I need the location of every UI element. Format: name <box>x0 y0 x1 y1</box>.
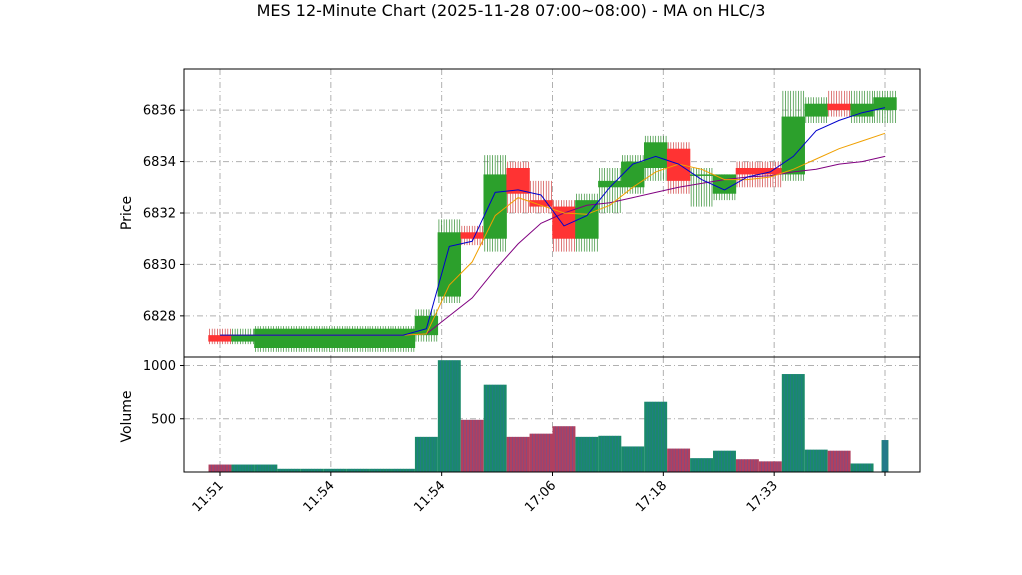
candle-body-5 <box>322 328 347 348</box>
candle-body-8 <box>391 328 416 348</box>
x-tick-label-4: 17:18 <box>633 478 670 515</box>
volume-bar-12 <box>483 384 507 472</box>
candle-body-13 <box>506 168 530 194</box>
volume-axis-label: Volume <box>119 390 135 442</box>
candle-body-11 <box>460 232 484 239</box>
volume-bar-22 <box>713 450 736 472</box>
volume-bar-4 <box>300 468 324 472</box>
candle-body-15 <box>552 206 576 239</box>
candle-wicks-21 <box>690 168 713 207</box>
x-tick-label-3: 17:06 <box>522 478 559 515</box>
price-ytick-label-4: 6836 <box>143 104 176 119</box>
candle-body-23 <box>735 168 760 175</box>
volume-bar-27 <box>827 450 851 472</box>
volume-ytick-label-1: 1000 <box>143 359 176 374</box>
volume-bar-19 <box>644 401 668 472</box>
price-ytick-label-3: 6834 <box>143 155 176 170</box>
candle-body-3 <box>277 328 301 348</box>
candle-body-24 <box>758 168 783 175</box>
volume-bar-23 <box>735 459 759 472</box>
candle-body-21 <box>689 174 714 176</box>
price-ytick-label-2: 6832 <box>143 207 176 222</box>
price-axis-label: Price <box>119 196 135 230</box>
volume-bar-26 <box>804 449 828 472</box>
x-tick-label-0: 11:51 <box>190 478 227 515</box>
candle-body-18 <box>621 161 645 188</box>
chart-title: MES 12-Minute Chart (2025-11-28 07:00~08… <box>256 1 766 20</box>
volume-bar-29 <box>881 440 889 472</box>
candle-body-14 <box>529 200 553 207</box>
candle-body-27 <box>827 103 851 111</box>
x-tick-label-2: 11:54 <box>411 478 448 515</box>
candle-body-22 <box>712 174 737 194</box>
candle-body-7 <box>368 328 393 348</box>
candle-body-6 <box>345 328 370 348</box>
candle-body-10 <box>437 232 462 297</box>
candle-wicks-14 <box>530 180 552 213</box>
candle-body-2 <box>254 328 278 348</box>
volume-bar-3 <box>277 468 301 472</box>
candle-wicks-27 <box>828 90 850 117</box>
volume-bar-6 <box>346 468 370 472</box>
candle-body-1 <box>231 335 255 342</box>
volume-bar-25 <box>781 374 805 472</box>
volume-bar-7 <box>369 468 392 472</box>
candles-group <box>208 90 897 352</box>
volume-bar-17 <box>598 435 622 472</box>
volume-bar-20 <box>667 448 691 472</box>
volume-bar-16 <box>575 436 599 472</box>
candle-body-9 <box>414 315 439 336</box>
candle-body-0 <box>208 335 232 342</box>
volume-bar-1 <box>231 464 255 472</box>
candle-body-16 <box>575 200 599 239</box>
volume-bar-8 <box>391 468 415 472</box>
candle-body-17 <box>598 180 622 188</box>
ma-fast-line <box>220 107 886 336</box>
volume-bar-15 <box>552 426 576 472</box>
volume-bar-24 <box>758 461 782 472</box>
volume-bar-9 <box>414 436 438 472</box>
volume-bar-13 <box>506 436 530 472</box>
volume-ytick-label-0: 500 <box>151 412 176 427</box>
volume-bar-5 <box>323 468 347 472</box>
candle-body-26 <box>804 103 828 117</box>
volume-bar-2 <box>254 464 278 472</box>
volume-bar-11 <box>460 419 484 472</box>
candle-body-28 <box>850 103 874 117</box>
volume-bar-18 <box>621 446 645 472</box>
price-ytick-label-0: 6828 <box>143 309 176 324</box>
volume-bar-14 <box>529 433 553 472</box>
candle-body-19 <box>643 142 668 168</box>
x-tick-label-5: 17:33 <box>744 478 781 515</box>
candle-body-29 <box>873 97 897 111</box>
volume-bar-28 <box>850 463 874 472</box>
candle-body-12 <box>483 174 507 239</box>
candle-body-4 <box>300 328 324 348</box>
volume-bar-21 <box>690 458 714 472</box>
candle-wicks-17 <box>599 168 621 213</box>
volume-bar-0 <box>208 464 232 472</box>
price-ytick-label-1: 6830 <box>143 258 176 273</box>
volume-bar-10 <box>437 360 461 472</box>
candle-body-20 <box>666 148 691 181</box>
x-tick-label-1: 11:54 <box>301 478 338 515</box>
